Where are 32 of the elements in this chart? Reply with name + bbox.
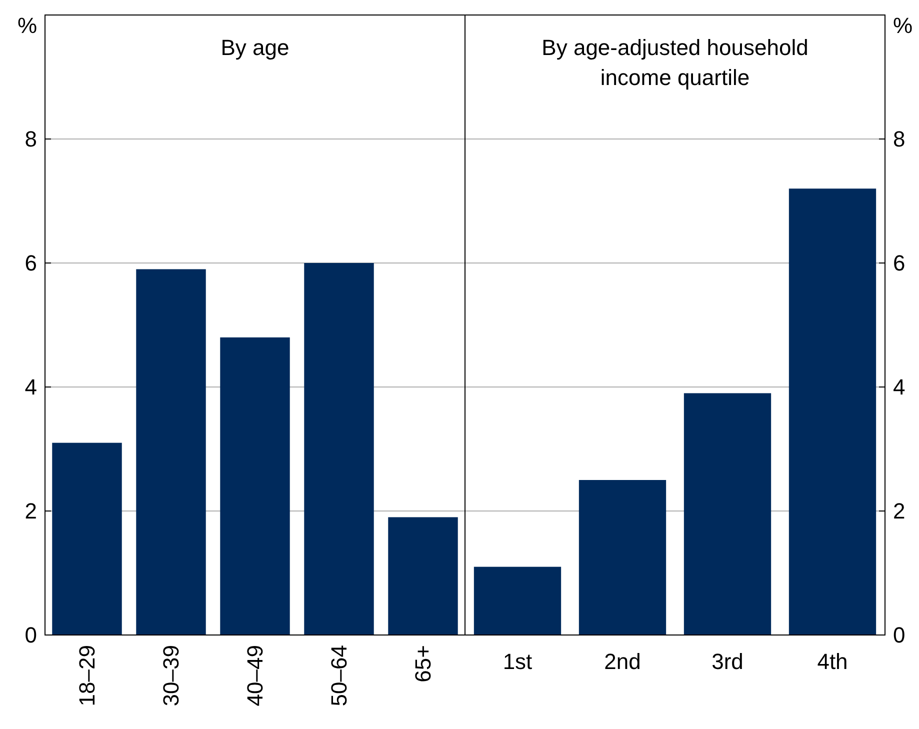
y-axis-title: %	[17, 13, 37, 38]
bar	[304, 263, 374, 635]
x-tick-label: 65+	[410, 645, 436, 682]
x-tick-label: 4th	[817, 649, 848, 674]
y-tick-label: 0	[24, 622, 37, 648]
y-axis-title: %	[893, 13, 913, 38]
y-tick-label: 4	[24, 374, 37, 400]
text: By age-adjusted household income quartile	[542, 35, 808, 90]
x-tick-label: 2nd	[604, 649, 641, 674]
x-tick-label: 30–39	[158, 645, 184, 706]
y-tick-label: 6	[24, 250, 37, 276]
y-tick-label: 2	[24, 498, 37, 524]
x-tick-label: 40–49	[242, 645, 268, 706]
x-tick-label: 18–29	[74, 645, 100, 706]
y-tick-label: 8	[893, 126, 906, 152]
bar	[578, 480, 666, 635]
y-tick-label: 6	[893, 250, 906, 276]
bar	[388, 517, 458, 635]
bar	[684, 393, 772, 635]
x-tick-label: 3rd	[712, 649, 744, 674]
x-tick-label: 1st	[502, 649, 532, 674]
bar	[788, 188, 876, 635]
bar	[220, 337, 290, 635]
y-tick-label: 8	[24, 126, 37, 152]
y-tick-label: 2	[893, 498, 906, 524]
x-tick-label: 50–64	[326, 645, 352, 706]
bar	[136, 269, 206, 635]
bar	[474, 566, 562, 635]
text: By age	[220, 35, 290, 60]
y-tick-label: 0	[893, 622, 906, 648]
bar	[52, 442, 122, 635]
y-tick-label: 4	[893, 374, 906, 400]
